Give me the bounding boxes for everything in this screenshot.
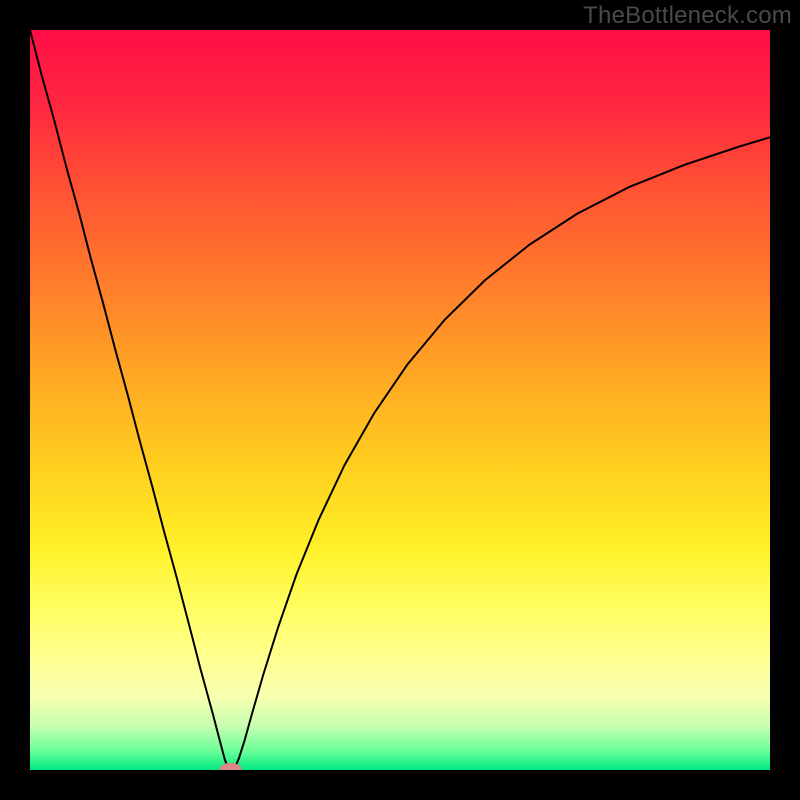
- plot-area: [30, 30, 770, 770]
- chart-container: TheBottleneck.com: [0, 0, 800, 800]
- watermark-text: TheBottleneck.com: [583, 2, 792, 30]
- gradient-background: [30, 30, 770, 770]
- plot-svg: [30, 30, 770, 770]
